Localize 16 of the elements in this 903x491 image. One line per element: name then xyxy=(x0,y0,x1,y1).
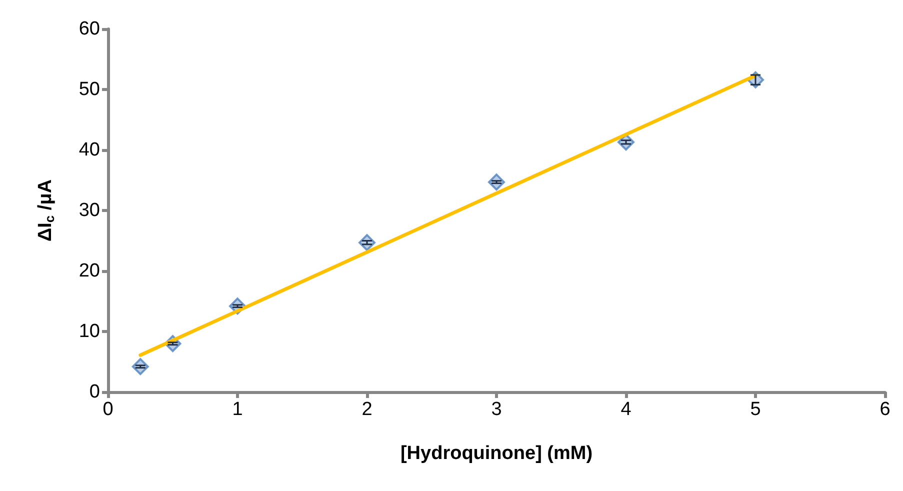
x-tick-label: 1 xyxy=(232,399,243,420)
y-axis-title: ΔIc /μA xyxy=(35,179,57,242)
y-tick-label: 40 xyxy=(78,140,100,160)
y-tick-label: 0 xyxy=(89,382,100,402)
y-tick-label: 20 xyxy=(78,260,100,282)
y-tick-label: 10 xyxy=(78,321,100,342)
x-tick-label: 6 xyxy=(880,399,890,420)
x-tick-label: 4 xyxy=(620,399,632,420)
x-tick-label: 5 xyxy=(750,399,761,420)
y-tick-label: 50 xyxy=(78,79,100,100)
x-tick-label: 0 xyxy=(102,399,114,420)
y-tick-label: 60 xyxy=(78,18,100,40)
y-tick-label: 30 xyxy=(78,200,100,221)
x-tick-label: 2 xyxy=(362,399,372,420)
x-axis-title: [Hydroquinone] (mM) xyxy=(400,443,593,464)
x-tick-label: 3 xyxy=(491,399,502,420)
